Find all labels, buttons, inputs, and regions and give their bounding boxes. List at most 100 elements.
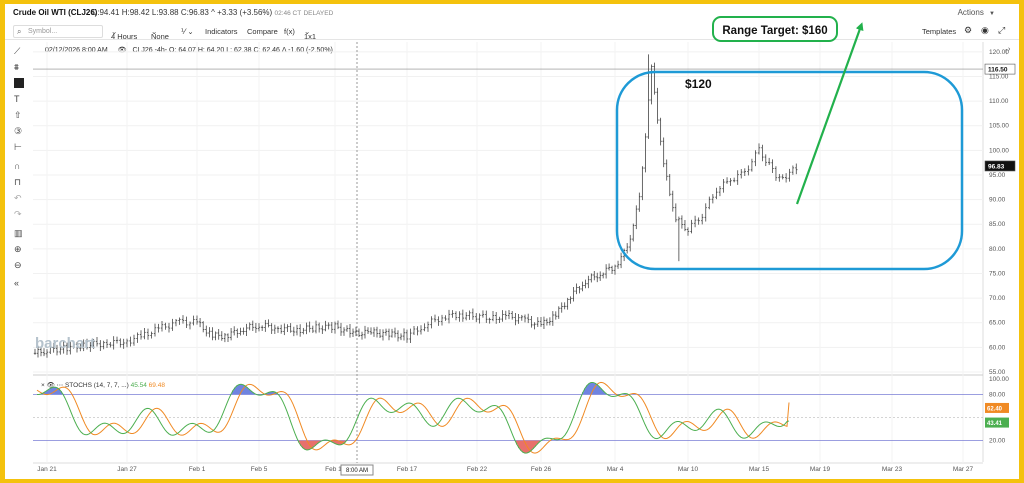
ohlc-bar <box>697 217 700 225</box>
ohlc-bar <box>242 327 245 335</box>
ohlc-bars <box>33 54 798 358</box>
ohlc-bar <box>454 311 458 321</box>
ohlc-bar <box>99 340 102 351</box>
ohlc-bar <box>715 187 718 200</box>
ohlc-bar <box>491 311 495 322</box>
draw-tools-icon[interactable]: ⅟ ⌄ <box>181 27 194 36</box>
ohlc-bar <box>109 341 112 348</box>
ohlc-bar <box>761 144 764 162</box>
ohlc-bar <box>92 339 95 349</box>
indicators-button[interactable]: Indicators <box>205 27 238 36</box>
ohlc-bar <box>504 310 507 320</box>
quote-status: DELAYED <box>303 10 334 17</box>
lock-icon[interactable]: ⊓ <box>14 177 22 187</box>
ohlc-bar <box>226 333 230 343</box>
ohlc-bar <box>119 338 122 348</box>
time-tick-label: Feb 17 <box>397 466 418 473</box>
ohlc-bar <box>625 243 629 254</box>
eye-icon[interactable]: 👁 <box>117 47 127 54</box>
ohlc-bar <box>160 321 164 332</box>
actions-menu[interactable]: Actions ▼ <box>958 8 995 17</box>
interval-label: 4 Hours <box>111 32 138 41</box>
ohlc-bar <box>423 323 426 332</box>
layout-select[interactable]: 1x1 ⌄ <box>304 27 317 41</box>
ohlc-bar <box>601 272 605 279</box>
arrow-icon[interactable]: ⇧ <box>14 110 22 120</box>
ohlc-bar <box>629 234 632 252</box>
ohlc-bar <box>143 328 146 340</box>
gann-icon[interactable]: ③ <box>14 126 23 136</box>
templates-button[interactable]: Templates <box>922 27 957 36</box>
channel-icon[interactable] <box>14 78 24 88</box>
ohlc-bar <box>607 263 611 271</box>
ohlc-bar <box>164 322 167 330</box>
ohlc-bar <box>548 317 552 326</box>
toolbar: ⌕ Symbol... 4 Hours ⌄ None ⌄ ⅟ ⌄ Indicat… <box>5 22 1019 41</box>
ohlc-bar <box>774 166 778 181</box>
ohlc-bar <box>298 324 302 337</box>
ohlc-bar <box>795 163 798 175</box>
actions-label: Actions <box>957 8 984 17</box>
magnet-icon[interactable]: ∩ <box>14 161 21 171</box>
chevron-right-icon[interactable]: › <box>1008 46 1011 53</box>
grid <box>33 42 984 464</box>
price-tick-label: 105.00 <box>989 123 1009 130</box>
symbol-title: Crude Oil WTI (CLJ26) <box>13 8 98 17</box>
ohlc-bar <box>584 279 587 289</box>
trendline-icon[interactable]: ⟋ <box>14 46 21 56</box>
range-target-box <box>712 16 838 42</box>
search-placeholder: Symbol... <box>28 28 58 35</box>
ohlc-bar <box>722 178 725 193</box>
ohlc-bar <box>220 331 223 341</box>
ohlc-bar <box>305 322 308 335</box>
price-label-value: 96.83 <box>988 163 1005 170</box>
ohlc-bar <box>302 327 305 335</box>
camera-icon[interactable]: ◉ <box>981 25 989 35</box>
ohlc-bar <box>743 168 746 176</box>
zoom-in-icon[interactable]: ⊕ <box>14 244 22 254</box>
ohlc-bar <box>333 321 337 334</box>
ohlc-bar <box>557 306 560 319</box>
symbol-search[interactable]: ⌕ Symbol... <box>13 25 103 38</box>
redo-icon[interactable]: ↷ <box>14 209 22 219</box>
search-icon: ⌕ <box>17 27 22 36</box>
fib-icon[interactable]: ⩩ <box>14 62 19 72</box>
collapse-icon[interactable]: « <box>14 278 20 288</box>
ohlc-bar <box>677 216 681 262</box>
ohlc-bar <box>610 265 614 274</box>
style-label: None <box>151 32 169 41</box>
info-ohlc: CLJ26 -4h- O: 64.07 H: 64.20 L: 62.38 C:… <box>132 47 333 54</box>
ohlc-bar <box>729 178 732 186</box>
time-tick-label: Feb 22 <box>467 466 488 473</box>
trash-icon[interactable]: ▥ <box>14 228 23 238</box>
quote-time: 02:46 CT <box>274 10 302 17</box>
ohlc-bar <box>336 320 340 330</box>
fx-button[interactable]: f(x) <box>284 27 295 36</box>
time-tick-label: Jan 21 <box>37 466 57 473</box>
style-select[interactable]: None ⌄ <box>151 27 169 41</box>
undo-icon[interactable]: ↶ <box>14 193 22 203</box>
ohlc-bar <box>527 313 530 324</box>
ohlc-bar <box>754 150 757 167</box>
ohlc-bar <box>351 328 355 338</box>
ohlc-bar <box>357 328 361 337</box>
ohlc-bar <box>647 54 650 139</box>
ohlc-bar <box>254 322 258 333</box>
compare-button[interactable]: Compare <box>247 27 278 36</box>
fullscreen-icon[interactable]: ⤢ <box>998 25 1006 35</box>
ohlc-bar <box>321 325 324 334</box>
ohlc-bar <box>112 336 115 350</box>
ohlc-bar <box>270 323 273 334</box>
ohlc-bar <box>781 174 784 180</box>
gear-icon[interactable]: ⚙ <box>964 25 973 35</box>
interval-select[interactable]: 4 Hours ⌄ <box>111 27 138 41</box>
cursor-time-box <box>340 464 374 476</box>
ohlc-bar <box>354 326 358 337</box>
ohlc-bar <box>530 315 533 328</box>
measure-icon[interactable]: ⊢ <box>14 142 22 152</box>
zoom-out-icon[interactable]: ⊖ <box>14 260 22 270</box>
text-icon[interactable]: T <box>14 94 20 104</box>
price-tick-label: 85.00 <box>989 221 1006 228</box>
up-arrow-icon[interactable]: ↑ <box>1004 46 1009 56</box>
ohlc-bar <box>311 325 315 333</box>
